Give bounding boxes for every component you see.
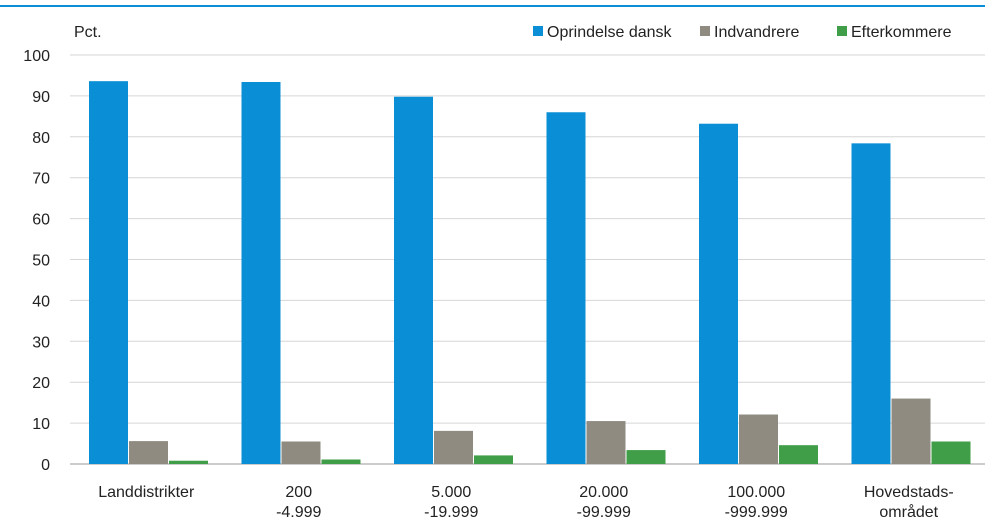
bar bbox=[89, 81, 128, 465]
y-tick-label: 90 bbox=[32, 89, 50, 106]
bar bbox=[321, 459, 361, 464]
bar bbox=[546, 112, 586, 464]
legend-label: Efterkommere bbox=[851, 24, 952, 41]
y-tick-label: 100 bbox=[23, 48, 50, 65]
bar bbox=[281, 441, 321, 464]
bar bbox=[739, 414, 778, 464]
y-tick-label: 60 bbox=[32, 212, 50, 229]
y-axis-unit-label: Pct. bbox=[74, 24, 102, 41]
x-tick-label-line: Hovedstads- bbox=[864, 484, 954, 501]
bar bbox=[129, 441, 168, 464]
bar bbox=[891, 398, 931, 464]
bars bbox=[89, 81, 971, 465]
x-tick-label: 200 -4.999 bbox=[276, 484, 321, 521]
x-tick-label-line: -999.999 bbox=[725, 504, 788, 521]
y-tick-label: 20 bbox=[32, 375, 50, 392]
x-tick-label-line: 5.000 bbox=[431, 484, 471, 501]
x-tick-label: Hovedstads-området bbox=[864, 484, 954, 521]
x-tick-label-line: -99.999 bbox=[577, 504, 631, 521]
y-tick-label: 10 bbox=[32, 416, 50, 433]
legend-swatch bbox=[533, 26, 543, 36]
x-tick-label-line: Landdistrikter bbox=[98, 484, 195, 501]
top-rule bbox=[0, 5, 985, 7]
y-tick-label: 80 bbox=[32, 130, 50, 147]
x-tick-label-line: -4.999 bbox=[276, 504, 321, 521]
x-tick-label-line: -19.999 bbox=[424, 504, 478, 521]
legend-swatch bbox=[700, 26, 710, 36]
bar bbox=[434, 430, 473, 464]
y-tick-label: 40 bbox=[32, 293, 50, 310]
x-tick-label: 20.000 -99.999 bbox=[577, 484, 631, 521]
x-tick-label: 5.000 -19.999 bbox=[424, 484, 478, 521]
legend-label: Indvandrere bbox=[714, 24, 799, 41]
bar bbox=[851, 143, 891, 464]
y-tick-label: 0 bbox=[41, 457, 50, 474]
legend-swatch bbox=[837, 26, 847, 36]
y-tick-label: 70 bbox=[32, 171, 50, 188]
y-tick-label: 30 bbox=[32, 334, 50, 351]
bar bbox=[699, 123, 738, 464]
bar bbox=[586, 421, 626, 464]
bar bbox=[241, 81, 281, 464]
bar bbox=[626, 450, 666, 464]
bar bbox=[394, 96, 433, 464]
x-tick-label-line: 100.000 bbox=[727, 484, 785, 501]
x-tick-label-line: 200 bbox=[285, 484, 312, 501]
gridlines bbox=[70, 54, 985, 465]
bar bbox=[169, 460, 208, 464]
x-axis-labels: Landdistrikter 200 -4.999 5.000 -19.999 20.00… bbox=[98, 484, 953, 521]
x-tick-label: 100.000 -999.999 bbox=[725, 484, 788, 521]
x-tick-label: Landdistrikter bbox=[98, 484, 195, 501]
bar bbox=[779, 445, 818, 464]
bar bbox=[931, 441, 971, 464]
y-tick-label: 50 bbox=[32, 253, 50, 270]
y-axis-ticks: 0 10 20 30 40 50 60 70 80 90 100 bbox=[23, 48, 50, 474]
legend: Oprindelse dansk Indvandrere Efterkommere bbox=[533, 24, 952, 41]
x-tick-label-line: 20.000 bbox=[579, 484, 628, 501]
legend-label: Oprindelse dansk bbox=[547, 24, 673, 41]
x-tick-label-line: området bbox=[879, 503, 938, 521]
bar bbox=[474, 455, 513, 464]
